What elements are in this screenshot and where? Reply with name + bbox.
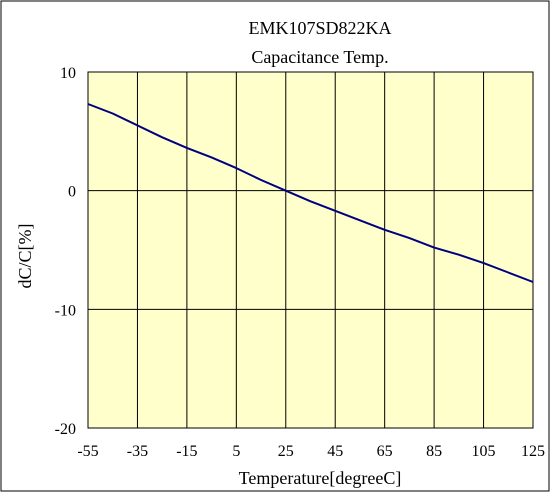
gridlines [87, 71, 534, 429]
chart-title: EMK107SD822KA [248, 18, 391, 38]
y-tick-label: 10 [60, 65, 76, 82]
x-tick-label: 65 [377, 443, 393, 460]
x-tick-label: 85 [426, 443, 442, 460]
x-tick-label: 45 [327, 443, 343, 460]
y-tick-label: 0 [68, 184, 76, 201]
x-tick-label: 125 [521, 443, 545, 460]
x-tick-label: 105 [472, 443, 496, 460]
x-tick-labels: -55 -35 -15 5 25 45 65 85 105 125 [77, 443, 545, 460]
x-tick-label: 25 [278, 443, 294, 460]
x-axis-label: Temperature[degreeC] [239, 468, 402, 488]
x-tick-label: -55 [77, 443, 98, 460]
y-tick-label: -10 [55, 302, 76, 319]
x-tick-label: -35 [127, 443, 148, 460]
series-line-0 [87, 103, 534, 283]
series-layer [87, 103, 534, 283]
y-tick-label: -20 [55, 421, 76, 438]
y-axis-label: dC/C[%] [15, 224, 35, 289]
plot-border [87, 71, 534, 429]
x-tick-label: 5 [232, 443, 240, 460]
y-tick-labels: 10 0 -10 -20 [55, 65, 76, 438]
plot-area [88, 72, 533, 428]
chart-subtitle: Capacitance Temp. [251, 47, 388, 67]
x-tick-label: -15 [176, 443, 197, 460]
